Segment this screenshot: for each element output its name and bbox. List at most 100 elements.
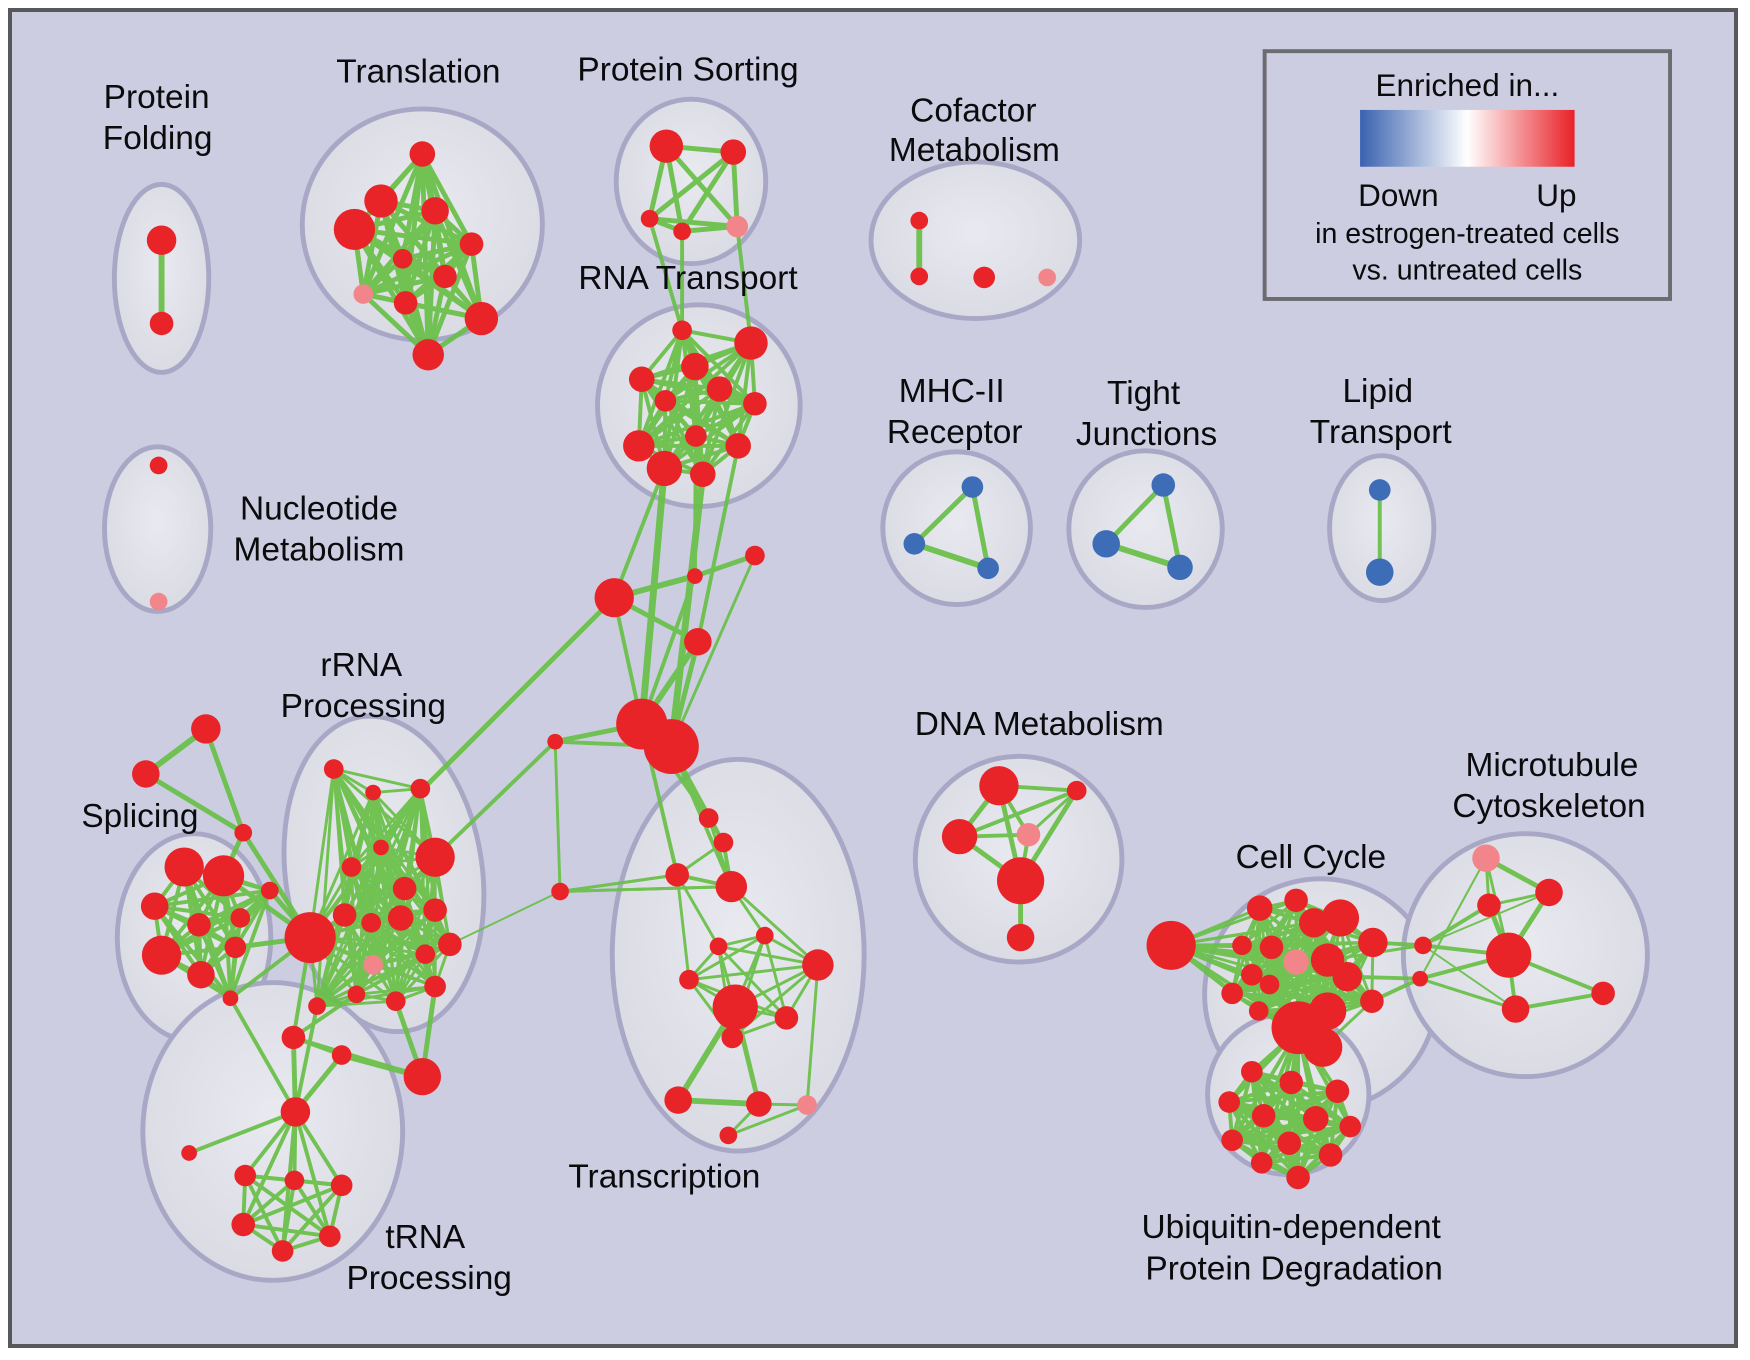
rrna-processing-edge (308, 767, 336, 940)
splicing-node (230, 908, 251, 928)
legend-subtitle-2: vs. untreated cells (1352, 254, 1582, 286)
cell-cycle-node (1146, 920, 1196, 970)
microtubule-cytoskeleton-node (1486, 932, 1532, 978)
protein-sorting-node (640, 209, 659, 228)
trna-processing-node (231, 1212, 256, 1237)
translation-edge (351, 226, 431, 358)
rrna-processing-edge (308, 791, 375, 940)
translation-node (333, 208, 376, 250)
inter-cluster-edge (638, 464, 668, 728)
microtubule-cytoskeleton-label: Microtubule (1466, 747, 1639, 784)
ubiquitin-degradation-node (1325, 1079, 1350, 1104)
trna-processing-edge (280, 1183, 344, 1253)
network-svg: Protein Folding Translation Protein Sorting… (81, 49, 1673, 1297)
ubiquitin-degradation-label: Protein Degradation (1145, 1250, 1442, 1287)
dna-metabolism-node (1066, 780, 1087, 801)
nucleotide-metabolism-label: Nucleotide (240, 490, 398, 527)
translation-node (421, 197, 449, 225)
mhc-ii-receptor-ellipse (880, 449, 1033, 607)
nucleotide-metabolism-node (149, 456, 168, 475)
rna-transport-node (685, 425, 707, 447)
tight-junctions-node (1092, 530, 1120, 558)
trna-processing-node (280, 1097, 311, 1127)
splicing-node (187, 913, 211, 937)
mhc-ii-receptor-node (977, 557, 999, 580)
splicing-label: Splicing (81, 798, 198, 835)
ubiquitin-degradation-node (1286, 1165, 1310, 1190)
rrna-processing-edge (371, 942, 452, 967)
trna-processing-node (281, 1025, 306, 1050)
mhc-ii-receptor-edge (911, 540, 992, 572)
cell-cycle-edge (1257, 975, 1349, 1013)
cell-cycle-node (1221, 982, 1243, 1005)
microtubule-cytoskeleton-node (1472, 844, 1500, 872)
rna-transport-edge (636, 328, 685, 448)
rrna-processing-node (284, 912, 336, 964)
rna-transport-node (628, 366, 655, 393)
rna-transport-node (672, 320, 692, 341)
cofactor-metabolism-node (973, 266, 996, 289)
rrna-processing-edge (315, 963, 375, 1008)
rrna-processing-node (361, 913, 381, 933)
cell-cycle-node (1332, 962, 1363, 992)
trna-processing-edge (291, 1035, 425, 1079)
inter-cluster-edge (433, 739, 558, 860)
inter-cluster-edge (1419, 857, 1488, 980)
protein-sorting-node (673, 222, 691, 241)
translation-edge (419, 151, 474, 247)
cell-cycle-node (1303, 1027, 1343, 1067)
mhc-ii-receptor-label: MHC-II (899, 373, 1005, 410)
rrna-processing-node (323, 759, 344, 779)
rrna-processing-node (415, 944, 436, 964)
rna-transport-edge (639, 377, 757, 406)
transcription-edge (763, 934, 788, 1020)
lipid-transport-label: Lipid (1342, 373, 1413, 410)
microtubule-cytoskeleton-node (1412, 970, 1428, 987)
tight-junctions-label: Tight (1107, 375, 1181, 412)
splicing-node (140, 892, 169, 920)
central-trunk-node (684, 628, 712, 656)
translation-node (364, 184, 398, 218)
cell-cycle-node (1259, 935, 1284, 960)
transcription-node (721, 1026, 744, 1049)
central-trunk-edge (669, 554, 757, 749)
legend-gradient-bar (1360, 109, 1575, 167)
trna-processing-edge (243, 1173, 285, 1253)
trna-processing-node (284, 1170, 305, 1191)
cell-cycle-node (1232, 935, 1252, 956)
nucleotide-metabolism-ellipse (102, 444, 214, 614)
rrna-processing-node (392, 876, 417, 901)
ubiquitin-degradation-edge (1259, 1124, 1353, 1165)
protein-sorting-node (720, 139, 747, 165)
transcription-edge (675, 873, 691, 982)
rna-transport-edge (663, 398, 757, 406)
legend: Enriched in... Down Up in estrogen-treat… (1262, 49, 1673, 301)
nucleotide-metabolism-node (149, 592, 168, 611)
rna-transport-node (623, 430, 655, 462)
splicing-node (222, 990, 239, 1007)
rna-transport-node (734, 326, 768, 360)
rrna-processing-node (410, 778, 431, 799)
rrna-processing-label: Processing (281, 688, 446, 725)
transcription-label: Transcription (568, 1158, 760, 1195)
rrna-processing-node (415, 837, 455, 877)
translation-edge (425, 241, 474, 358)
trna-processing-edge (280, 1178, 297, 1253)
cell-cycle-edge (1230, 975, 1349, 995)
nucleotide-metabolism-label: Metabolism (234, 532, 405, 569)
trna-processing-ellipse (140, 980, 406, 1283)
protein-folding-label: Folding (103, 120, 213, 157)
splicing-node (141, 935, 182, 975)
cell-cycle-edge (1268, 983, 1374, 1003)
transcription-edge (687, 934, 767, 982)
inter-cluster-edge (448, 890, 562, 946)
cell-cycle-node (1299, 908, 1329, 938)
protein-sorting-edge (679, 149, 736, 234)
trna-processing-edge (241, 1222, 332, 1239)
splicing-triangle-edge (203, 726, 246, 836)
transcription-node (709, 937, 728, 956)
transcription-edge (717, 944, 788, 1020)
trna-processing-edge (241, 1183, 344, 1227)
inter-cluster-edge (558, 885, 733, 893)
splicing-triangle-edge (143, 771, 246, 836)
